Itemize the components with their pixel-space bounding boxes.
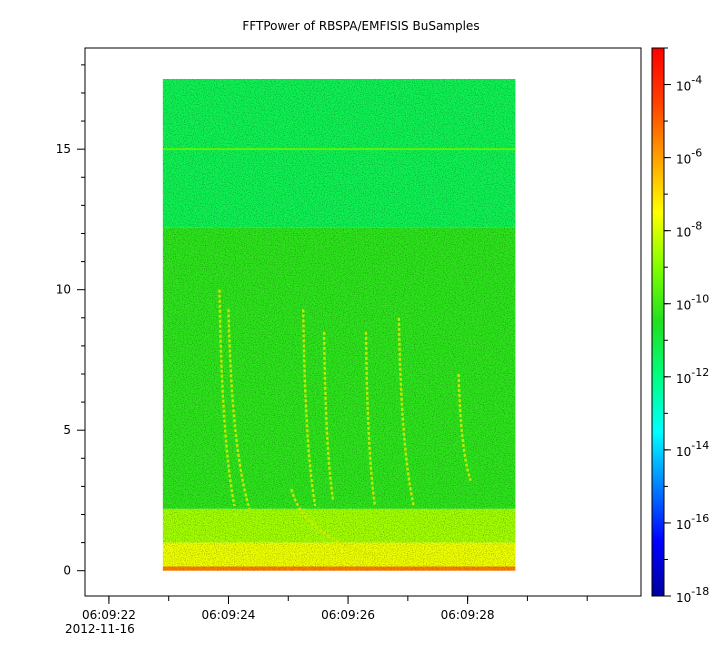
chorus-trace [302, 309, 317, 507]
x-axis: 06:09:22 06:09:24 06:09:26 06:09:28 [82, 48, 588, 622]
colorbar-axis: 10-4 10-6 10-8 10-10 10-12 10-14 10-16 10-18 [664, 47, 709, 605]
colorbar-tick-label: 10-4 [676, 74, 702, 94]
chorus-trace [322, 331, 335, 501]
chorus-trace [364, 331, 377, 507]
spectrogram-heatmap [162, 78, 516, 571]
x-tick-label: 06:09:28 [441, 608, 495, 622]
colorbar-tick-label: 10-12 [676, 366, 709, 386]
chorus-trace [227, 309, 251, 510]
colorbar-tick-label: 10-16 [676, 512, 709, 532]
colorbar-tick-label: 10-8 [676, 220, 702, 240]
x-tick-label: 06:09:24 [202, 608, 256, 622]
colorbar-tick-label: 10-18 [676, 585, 709, 605]
x-tick-label: 06:09:22 [82, 608, 136, 622]
y-tick-label: 10 [56, 283, 71, 297]
colorbar-tick-label: 10-10 [676, 293, 709, 313]
x-date-label: 2012-11-16 [65, 622, 135, 636]
spectrogram-noise [162, 78, 516, 571]
chart-title: FFTPower of RBSPA/EMFISIS BuSamples [242, 19, 479, 33]
colorbar-tick-label: 10-6 [676, 147, 702, 167]
chorus-trace [457, 373, 472, 482]
y-tick-label: 0 [63, 564, 71, 578]
y-tick-label: 5 [63, 423, 71, 437]
y-tick-label: 15 [56, 142, 71, 156]
colorbar [651, 47, 665, 597]
chorus-trace [397, 317, 415, 507]
y-axis: 0 5 10 15 [56, 64, 85, 578]
chorus-trace [290, 488, 379, 558]
x-tick-label: 06:09:26 [321, 608, 375, 622]
chorus-trace [218, 289, 236, 507]
colorbar-tick-label: 10-14 [676, 439, 709, 459]
